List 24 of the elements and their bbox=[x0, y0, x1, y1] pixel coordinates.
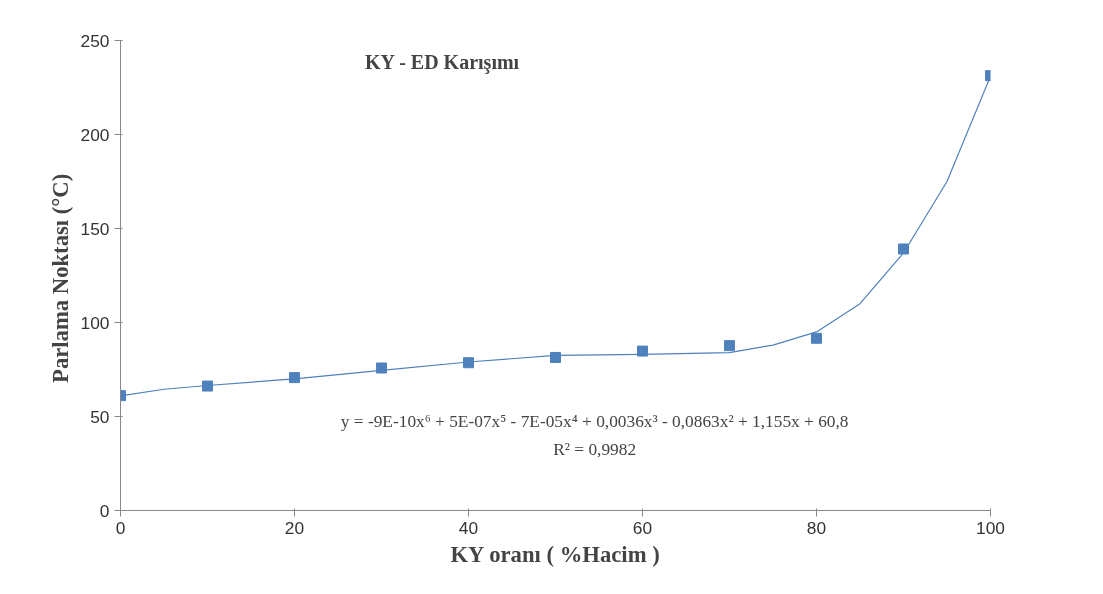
x-tick-label: 80 bbox=[806, 517, 827, 538]
y-axis-title: Parlama Noktası (°C) bbox=[47, 173, 73, 383]
y-tick-label: 150 bbox=[80, 218, 110, 239]
x-axis-title: KY oranı ( %Hacim ) bbox=[450, 541, 660, 567]
y-tick-label: 50 bbox=[90, 406, 110, 427]
point bbox=[898, 243, 909, 255]
x-tick-label: 100 bbox=[976, 517, 1005, 538]
x-tick-label: 60 bbox=[632, 517, 653, 538]
y-tick-label: 0 bbox=[99, 500, 110, 521]
point bbox=[724, 340, 735, 352]
x-tick-label: 0 bbox=[115, 517, 126, 538]
annotation: y = -9E-10x⁶ + 5E-07x⁵ - 7E-05x⁴ + 0,0036x³ - 0,0863x² + 1,155x + 60,8 bbox=[340, 411, 849, 431]
annotation: R² = 0,9982 bbox=[553, 439, 637, 459]
x-tick-label: 20 bbox=[284, 517, 305, 538]
text: KY - ED Karışımı bbox=[364, 51, 520, 75]
point bbox=[202, 380, 213, 392]
point bbox=[637, 345, 648, 357]
y-tick-label: 250 bbox=[80, 30, 110, 51]
point bbox=[811, 332, 822, 344]
y-tick-label: 200 bbox=[80, 124, 110, 145]
point bbox=[376, 362, 387, 374]
point bbox=[550, 351, 561, 363]
y-tick-label: 100 bbox=[80, 312, 110, 333]
x-tick-label: 40 bbox=[458, 517, 479, 538]
